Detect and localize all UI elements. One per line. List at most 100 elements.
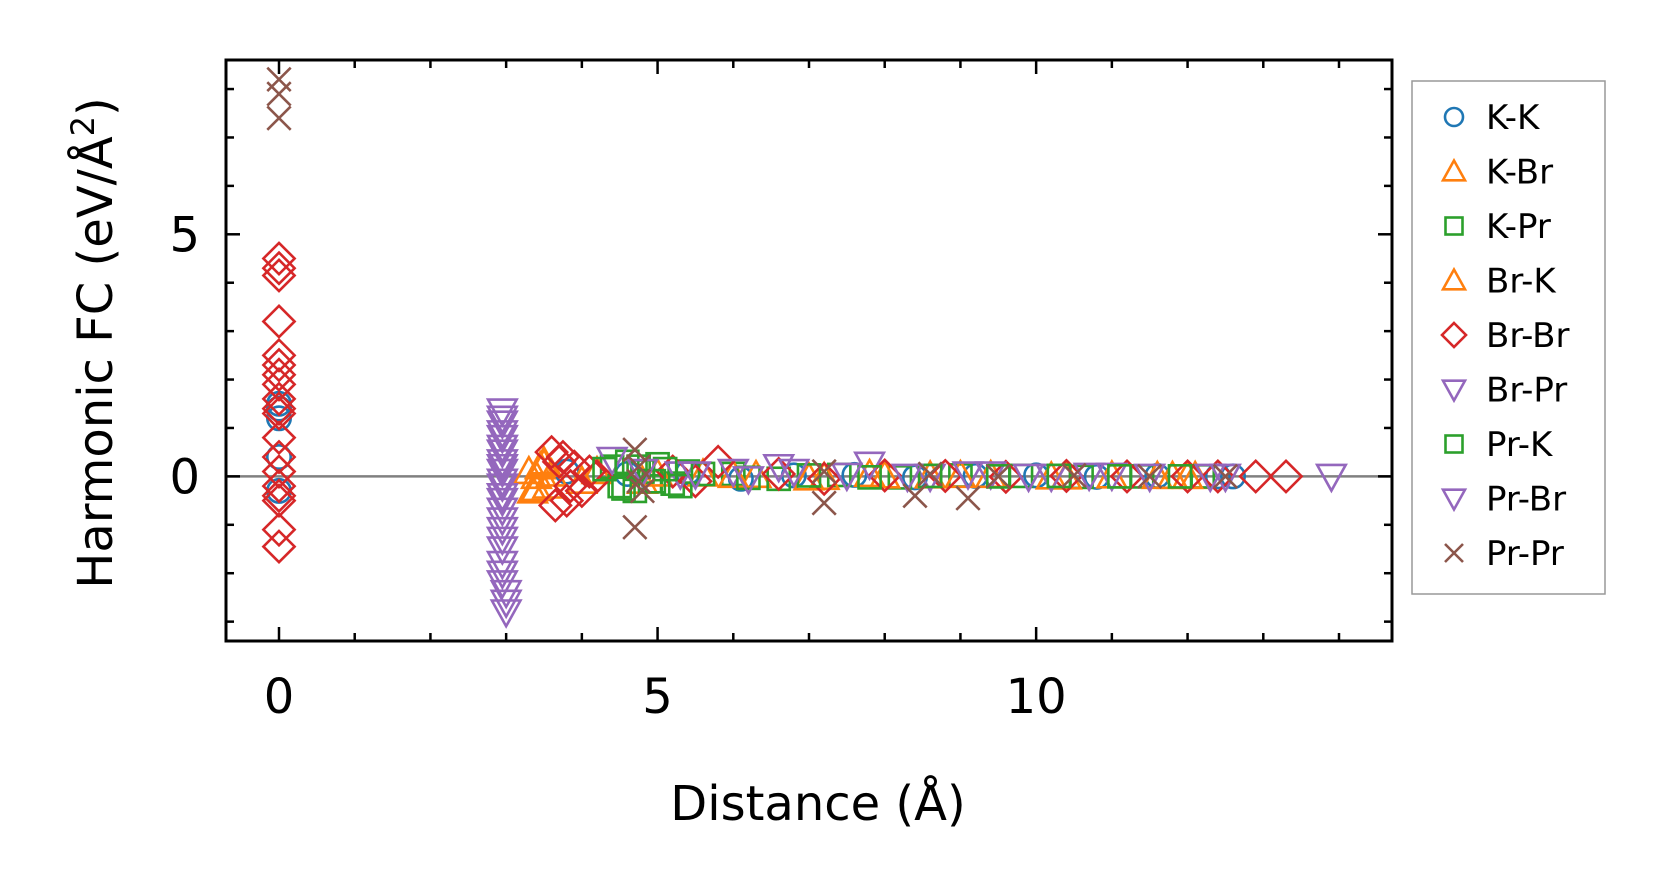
data-point	[1072, 462, 1106, 493]
data-point	[988, 459, 1024, 495]
data-point	[261, 381, 297, 417]
data-point	[1107, 464, 1132, 489]
data-point	[1095, 462, 1129, 493]
data-point	[985, 463, 1011, 490]
series-br-pr	[485, 398, 1348, 629]
data-point	[261, 366, 297, 402]
legend-label: K-Pr	[1486, 207, 1551, 247]
legend-marker	[1444, 543, 1464, 563]
data-point	[261, 454, 297, 489]
data-point	[777, 458, 811, 489]
data-point	[625, 458, 659, 489]
legend-label: K-Br	[1486, 153, 1553, 193]
data-point	[1314, 463, 1348, 494]
plot-area	[226, 66, 1392, 629]
data-point	[261, 347, 297, 383]
legend-label: Pr-K	[1486, 425, 1554, 465]
data-point	[261, 468, 297, 504]
y-tick-label: 5	[169, 207, 200, 263]
data-point	[592, 456, 617, 482]
legend-item: K-K	[1443, 98, 1541, 138]
data-point	[485, 449, 519, 479]
plot-frame	[224, 58, 1394, 643]
data-point	[261, 396, 297, 431]
data-point	[761, 456, 797, 492]
data-point	[626, 468, 652, 494]
data-point	[519, 471, 553, 502]
data-point	[265, 477, 292, 504]
data-point	[266, 81, 292, 107]
data-point	[535, 456, 569, 487]
data-point	[1048, 458, 1084, 494]
y-axis-label-main: Harmonic FC (eV/Å	[67, 136, 124, 589]
legend-marker	[1444, 216, 1464, 236]
legend-item: K-Pr	[1444, 207, 1551, 247]
data-point	[1212, 463, 1239, 490]
y-axis-label: Harmonic FC (eV/Å2)	[64, 97, 124, 589]
legend-label: Br-Pr	[1486, 371, 1567, 411]
data-point	[485, 439, 519, 470]
data-point	[516, 473, 550, 504]
data-point	[902, 483, 928, 509]
legend-item: Pr-Pr	[1444, 534, 1564, 574]
data-point	[485, 526, 519, 557]
data-point	[261, 439, 297, 475]
data-point	[485, 424, 519, 455]
data-point	[261, 304, 297, 339]
data-point	[489, 599, 523, 629]
data-point	[485, 487, 519, 518]
x-tick-label: 10	[1006, 669, 1067, 725]
data-point	[485, 516, 519, 547]
data-point	[890, 463, 924, 494]
data-point	[485, 536, 519, 566]
data-point	[807, 460, 841, 491]
x-tick-label: 5	[642, 669, 673, 725]
axes: 0 5 10 0 5	[169, 58, 1394, 725]
data-point	[485, 434, 519, 465]
x-axis-label: Distance (Å)	[670, 775, 965, 832]
data-point	[1012, 463, 1046, 494]
data-point	[652, 456, 678, 482]
data-point	[261, 258, 297, 293]
data-point	[489, 579, 523, 610]
data-point	[622, 514, 648, 540]
data-point	[565, 464, 599, 494]
data-point	[917, 461, 943, 487]
data-point	[731, 466, 765, 496]
y-axis-label-superscript: 2	[64, 116, 102, 136]
data-point	[762, 453, 796, 484]
data-point	[261, 483, 297, 519]
data-point	[917, 463, 943, 489]
legend-item: Br-K	[1440, 262, 1557, 302]
data-point	[553, 468, 588, 504]
legend-item: Br-Pr	[1440, 371, 1567, 411]
data-point	[534, 434, 570, 470]
data-point	[485, 420, 519, 450]
data-point	[261, 478, 297, 514]
data-point	[485, 453, 519, 484]
data-point	[1046, 463, 1072, 489]
data-point	[595, 446, 629, 477]
data-point	[261, 250, 297, 286]
legend-marker	[1443, 106, 1465, 128]
legend-marker	[1440, 157, 1468, 182]
data-point	[1268, 458, 1304, 494]
series-pr-k	[592, 454, 1193, 501]
data-point	[545, 439, 581, 475]
data-point	[716, 458, 750, 489]
legend-label: Pr-Br	[1486, 480, 1566, 520]
data-point	[579, 458, 615, 494]
data-point	[485, 497, 519, 528]
series-pr-pr	[266, 66, 1239, 540]
series-pr-br	[485, 405, 1227, 610]
series-br-br	[261, 241, 1304, 565]
data-point	[645, 451, 670, 477]
data-point	[1061, 462, 1087, 489]
legend: K-K K-Br K-Pr Br-K Br-Br Br-Pr Pr-K Pr-Br Pr-Pr	[1411, 80, 1606, 595]
data-point	[678, 461, 712, 491]
data-point	[485, 468, 519, 499]
y-tick-label: 0	[169, 449, 200, 505]
data-point	[955, 485, 981, 511]
legend-label: Pr-Pr	[1486, 534, 1564, 574]
data-point	[830, 462, 864, 493]
